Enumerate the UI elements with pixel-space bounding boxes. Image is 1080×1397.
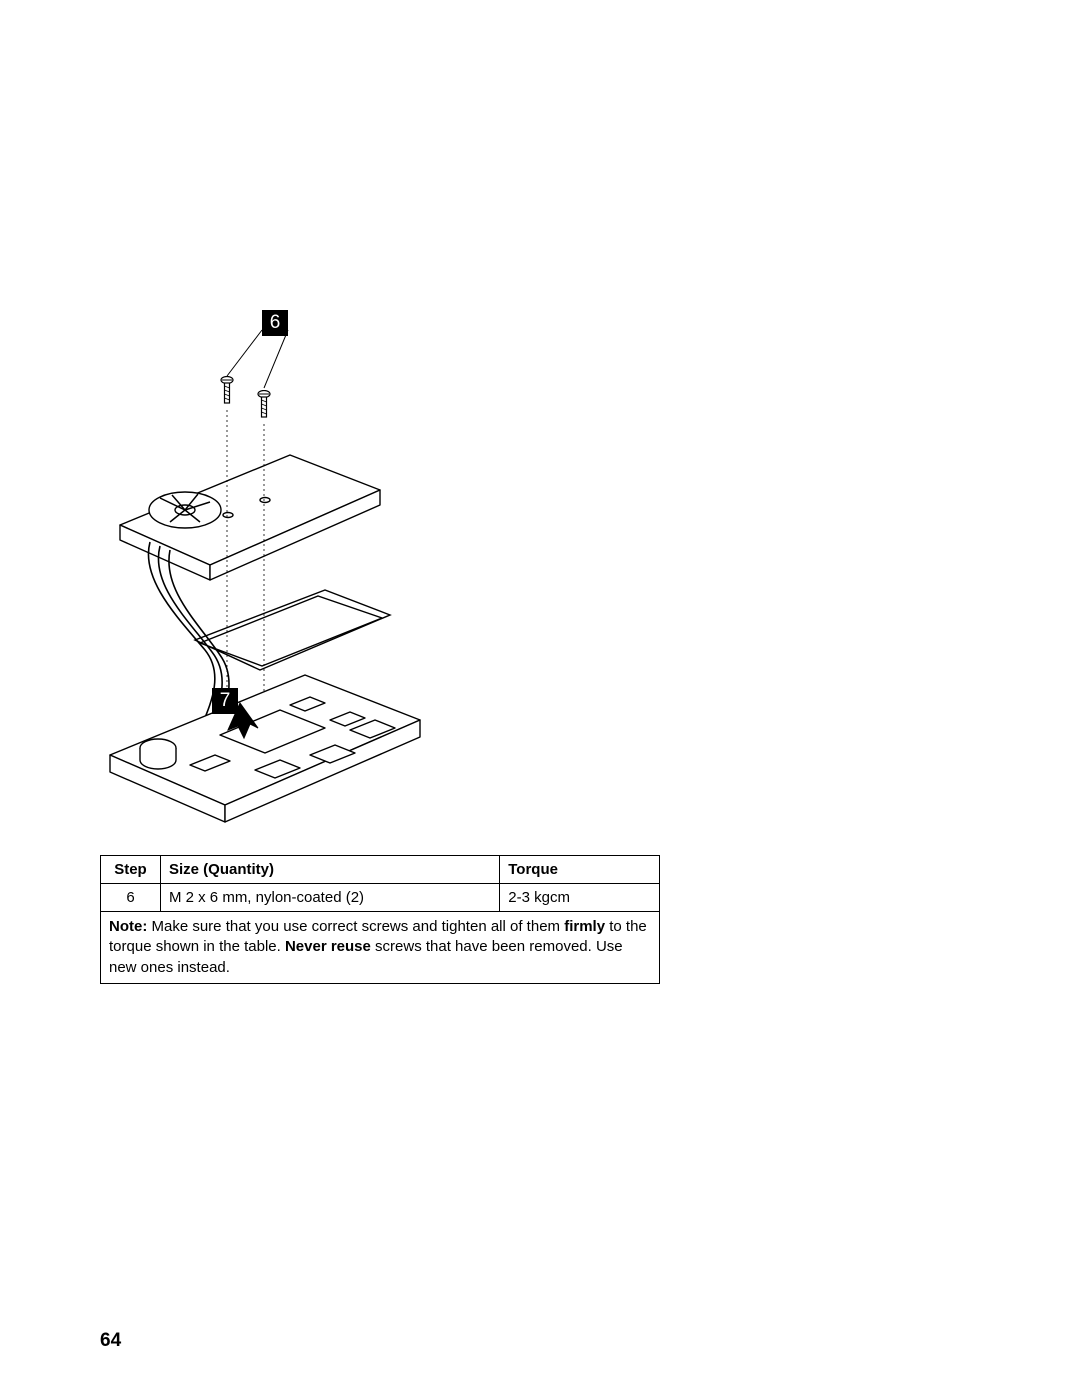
callout-7: 7 [212,688,238,714]
cell-size: M 2 x 6 mm, nylon-coated (2) [160,884,499,912]
manual-page: 6 [100,0,660,1397]
table-header-row: Step Size (Quantity) Torque [101,856,660,884]
page-number: 64 [100,1330,121,1352]
torque-spec-table: Step Size (Quantity) Torque 6 M 2 x 6 mm… [100,855,660,984]
note-text-1: Make sure that you use correct screws an… [147,918,564,935]
header-step: Step [101,856,161,884]
cell-torque: 2-3 kgcm [500,884,660,912]
header-torque: Torque [500,856,660,884]
note-bold-2: Never reuse [285,938,371,955]
note-bold-1: firmly [564,918,605,935]
callout-7-label: 7 [220,690,231,712]
table-row: 6 M 2 x 6 mm, nylon-coated (2) 2-3 kgcm [101,884,660,912]
note-cell: Note: Make sure that you use correct scr… [101,912,660,984]
note-label: Note: [109,918,147,935]
table-note-row: Note: Make sure that you use correct scr… [101,912,660,984]
cell-step: 6 [101,884,161,912]
header-size: Size (Quantity) [160,856,499,884]
exploded-diagram: 6 [100,310,480,840]
assembly-drawing [100,310,480,840]
